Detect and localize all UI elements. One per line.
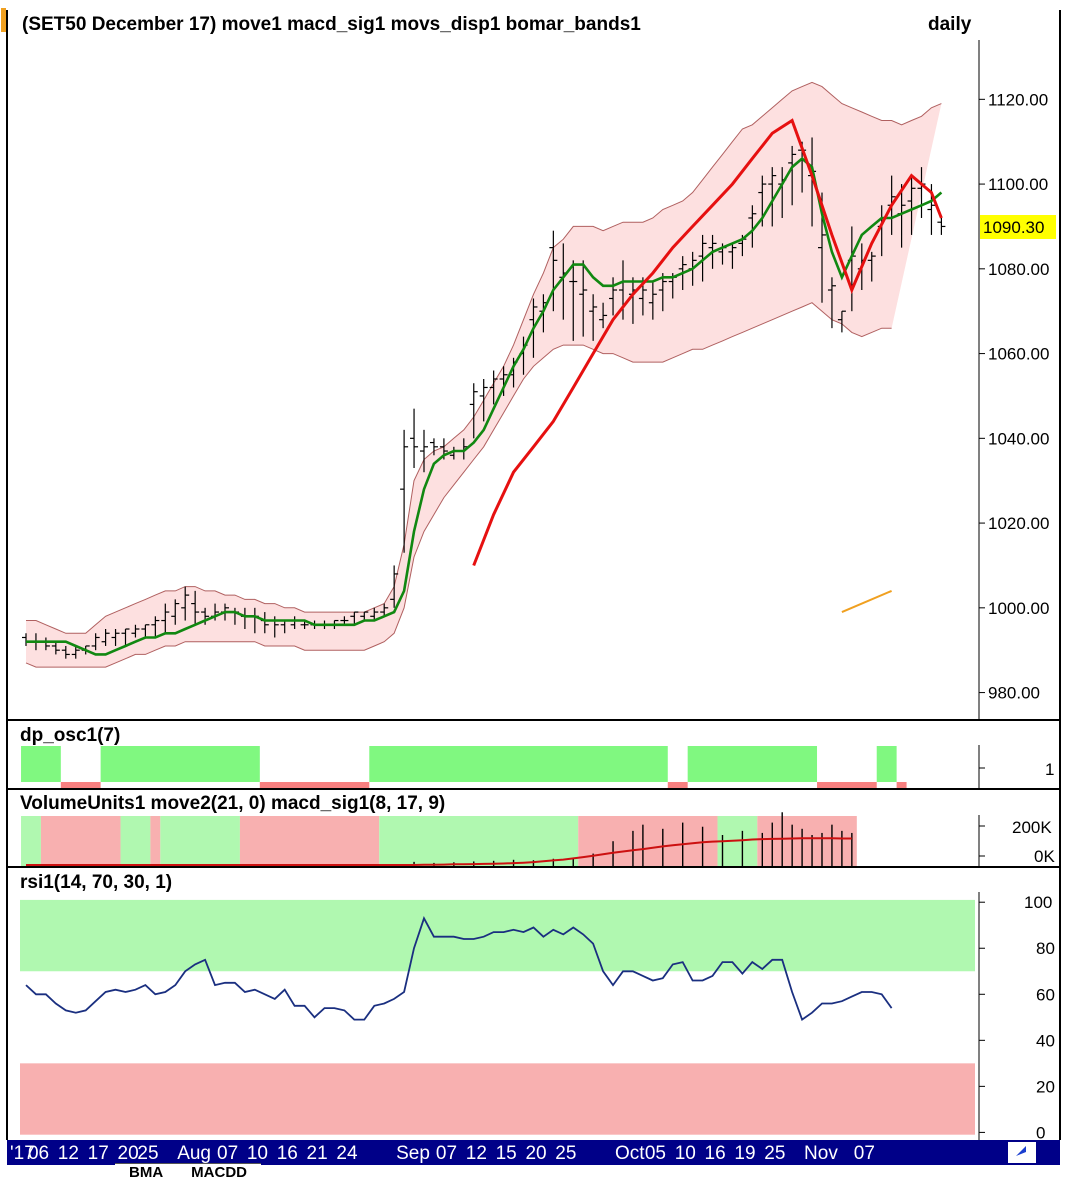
x-axis-label: 21 [307,1143,328,1164]
osc-positive-bar [100,746,260,782]
price-panel: 980.00 1000.00 1020.00 1040.00 1060.00 1080.0… [22,81,1049,703]
osc-negative-bar [896,782,907,788]
price-tick-label: 980.00 [988,684,1040,703]
volume-zone [120,816,151,866]
volume-zone [150,816,161,866]
rsi-panel: 0 20 40 60 80 100 [20,893,1055,1142]
price-tick-label: 1000.00 [988,599,1049,618]
x-axis-label: 20 [525,1143,546,1164]
x-axis-label: Oct [615,1143,645,1164]
tab-macdd[interactable]: MACDD [177,1163,261,1177]
band-lower-line [25,302,892,668]
rsi-tick-label: 60 [1036,985,1055,1004]
x-axis-label: 15 [496,1143,517,1164]
volume-zone [578,816,718,866]
osc-negative-bar [259,782,370,788]
x-axis-label: 07 [436,1143,457,1164]
volume-tick-label-200k: 200K [1012,818,1052,837]
x-axis-label: '17 [10,1143,35,1164]
volume-zone [379,816,579,866]
rsi-tick-label: 40 [1036,1031,1055,1050]
price-tick-label: 1120.00 [988,90,1048,109]
price-tick-label: 1100.00 [988,175,1048,194]
osc-positive-bar [876,746,897,782]
osc-negative-bar [60,782,101,788]
x-axis-label: Aug [177,1143,211,1164]
x-axis-label: 12 [466,1143,487,1164]
volume-zone [160,816,240,866]
volume-zone [757,816,857,866]
osc-negative-bar [817,782,877,788]
indicator-tabs: BMA MACDD [115,1163,261,1177]
x-axis-label: 10 [247,1143,268,1164]
last-value-badge [980,215,1056,239]
x-axis-label: 25 [764,1143,785,1164]
price-tick-label: 1060.00 [988,345,1049,364]
volume-tick-label-0k: 0K [1034,847,1055,866]
last-value-text: 1090.30 [983,218,1044,237]
x-axis-label: 20 [118,1143,139,1164]
x-axis-bar [7,1140,1060,1165]
green-moving-average-line [26,156,943,656]
tab-bma[interactable]: BMA [115,1163,178,1177]
rsi-tick-label: 20 [1036,1077,1055,1096]
arrow-icon [1016,1146,1026,1156]
bollinger-band-fill [26,82,942,668]
x-axis-label: 07 [854,1143,875,1164]
x-axis-label: Nov [804,1143,838,1164]
x-axis-label: 12 [58,1143,79,1164]
osc-tick-label: 1 [1045,760,1054,779]
x-axis-label: 16 [705,1143,726,1164]
x-axis-label: 17 [88,1143,109,1164]
osc-positive-bar [21,746,61,782]
x-axis-label: 16 [277,1143,298,1164]
price-tick-label: 1020.00 [988,514,1049,533]
oscillator-panel: 1 [21,746,1054,788]
osc-panel-title: dp_osc1(7) [20,725,120,746]
price-tick-label: 1080.00 [988,260,1049,279]
x-axis-label: 25 [137,1143,158,1164]
rsi-tick-label: 0 [1036,1123,1045,1142]
osc-positive-bar [687,746,818,782]
rsi-line [25,916,893,1022]
red-moving-average-line [472,118,943,567]
volume-panel-title: VolumeUnits1 move2(21, 0) macd_sig1(8, 1… [20,793,445,814]
osc-positive-bar [369,746,668,782]
price-panel-title: (SET50 December 17) move1 macd_sig1 movs… [22,14,641,35]
orange-marker [1,8,6,32]
rsi-oversold-zone [20,1063,975,1135]
orange-trend-line [841,589,892,614]
osc-negative-bar [667,782,688,788]
x-axis-label: 06 [28,1143,49,1164]
rsi-tick-label: 100 [1024,893,1052,912]
volume-zone [40,816,121,866]
x-axis-label: 19 [734,1143,755,1164]
price-tick-label: 1040.00 [988,429,1049,448]
volume-moving-average-line [26,837,852,866]
rsi-tick-label: 80 [1036,939,1055,958]
x-axis-label: 25 [555,1143,576,1164]
x-axis-label: 07 [217,1143,238,1164]
x-axis-label: 24 [336,1143,358,1164]
rsi-overbought-zone [20,899,975,972]
x-axis-label: Sep [396,1143,430,1164]
periodicity-label: daily [928,14,972,35]
rsi-panel-title: rsi1(14, 70, 30, 1) [20,872,172,893]
volume-zone [239,816,380,866]
x-axis-label: 05 [645,1143,666,1164]
volume-zone [21,816,41,866]
volume-panel: 200K 0K [21,812,1055,866]
x-axis-label: 10 [675,1143,696,1164]
